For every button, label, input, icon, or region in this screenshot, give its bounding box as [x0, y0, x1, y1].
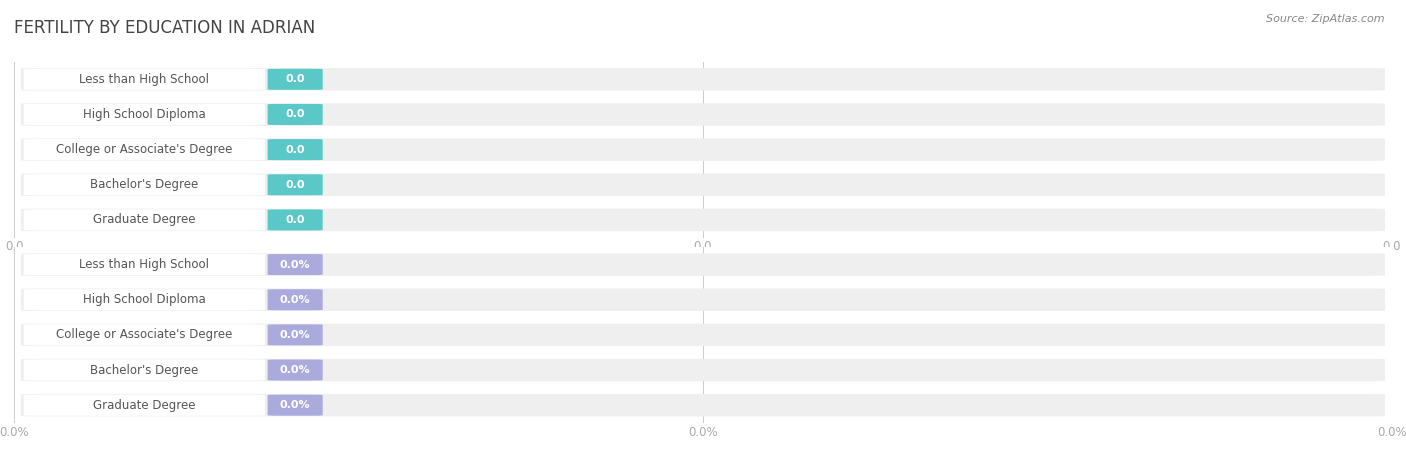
- Text: High School Diploma: High School Diploma: [83, 108, 205, 121]
- FancyBboxPatch shape: [267, 69, 323, 90]
- Text: 0.0: 0.0: [285, 180, 305, 190]
- Text: 0.0: 0.0: [285, 215, 305, 225]
- FancyBboxPatch shape: [21, 68, 1385, 91]
- FancyBboxPatch shape: [267, 324, 323, 345]
- FancyBboxPatch shape: [267, 360, 323, 380]
- Text: 0.0%: 0.0%: [280, 330, 311, 340]
- FancyBboxPatch shape: [24, 139, 264, 160]
- FancyBboxPatch shape: [21, 138, 1385, 161]
- FancyBboxPatch shape: [24, 289, 264, 310]
- FancyBboxPatch shape: [24, 360, 264, 380]
- Text: Graduate Degree: Graduate Degree: [93, 399, 195, 412]
- FancyBboxPatch shape: [267, 139, 323, 160]
- FancyBboxPatch shape: [267, 209, 323, 230]
- Text: 0.0: 0.0: [285, 74, 305, 85]
- Text: 0.0: 0.0: [285, 144, 305, 155]
- Text: 0.0: 0.0: [285, 109, 305, 120]
- Text: 0.0%: 0.0%: [280, 365, 311, 375]
- FancyBboxPatch shape: [267, 289, 323, 310]
- Text: College or Associate's Degree: College or Associate's Degree: [56, 328, 232, 342]
- FancyBboxPatch shape: [21, 173, 1385, 196]
- FancyBboxPatch shape: [24, 324, 264, 345]
- FancyBboxPatch shape: [24, 69, 264, 90]
- FancyBboxPatch shape: [21, 359, 1385, 381]
- Text: Less than High School: Less than High School: [79, 258, 209, 271]
- Text: High School Diploma: High School Diploma: [83, 293, 205, 306]
- Text: Graduate Degree: Graduate Degree: [93, 213, 195, 227]
- FancyBboxPatch shape: [21, 253, 1385, 276]
- FancyBboxPatch shape: [267, 254, 323, 275]
- Text: Less than High School: Less than High School: [79, 73, 209, 86]
- FancyBboxPatch shape: [267, 104, 323, 125]
- Text: Bachelor's Degree: Bachelor's Degree: [90, 363, 198, 377]
- FancyBboxPatch shape: [24, 104, 264, 125]
- Text: 0.0%: 0.0%: [280, 259, 311, 270]
- Text: College or Associate's Degree: College or Associate's Degree: [56, 143, 232, 156]
- FancyBboxPatch shape: [24, 209, 264, 230]
- FancyBboxPatch shape: [24, 174, 264, 195]
- FancyBboxPatch shape: [24, 254, 264, 275]
- Text: Bachelor's Degree: Bachelor's Degree: [90, 178, 198, 191]
- FancyBboxPatch shape: [21, 288, 1385, 311]
- Text: Source: ZipAtlas.com: Source: ZipAtlas.com: [1267, 14, 1385, 24]
- Text: 0.0%: 0.0%: [280, 294, 311, 305]
- Text: 0.0%: 0.0%: [280, 400, 311, 410]
- FancyBboxPatch shape: [267, 395, 323, 416]
- FancyBboxPatch shape: [21, 103, 1385, 126]
- FancyBboxPatch shape: [21, 209, 1385, 231]
- FancyBboxPatch shape: [267, 174, 323, 195]
- FancyBboxPatch shape: [21, 323, 1385, 346]
- FancyBboxPatch shape: [24, 395, 264, 416]
- FancyBboxPatch shape: [21, 394, 1385, 417]
- Text: FERTILITY BY EDUCATION IN ADRIAN: FERTILITY BY EDUCATION IN ADRIAN: [14, 19, 315, 37]
